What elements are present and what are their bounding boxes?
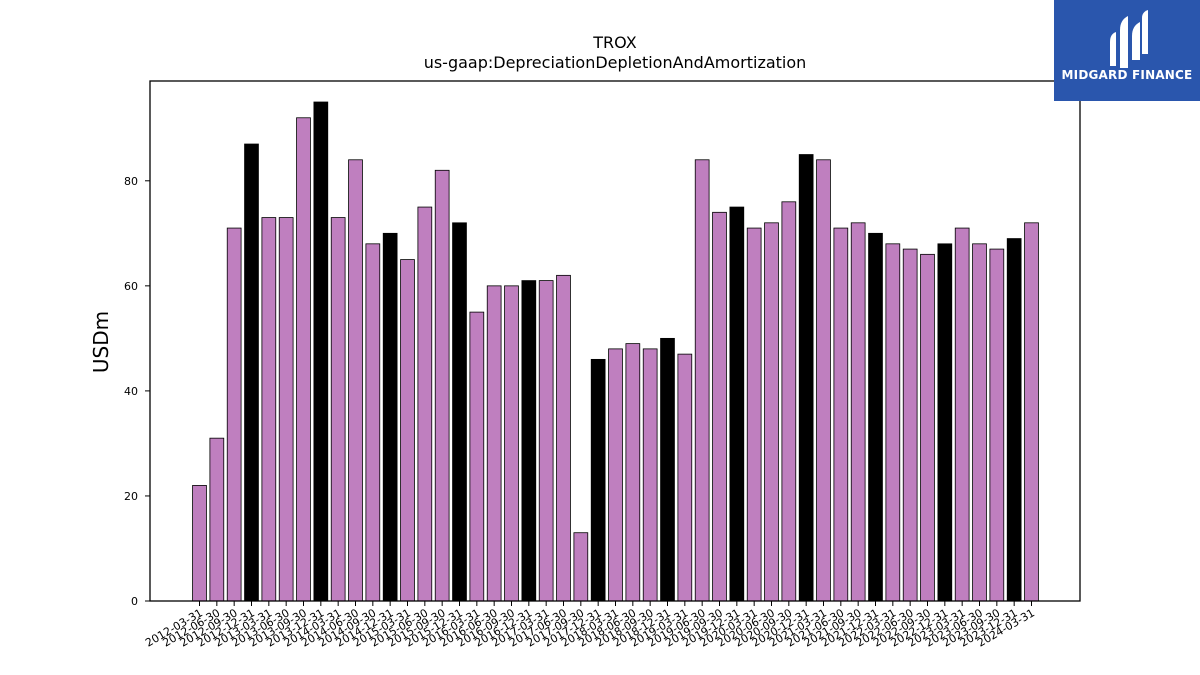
bar (313, 101, 329, 602)
bar (729, 206, 745, 602)
bar (504, 285, 519, 602)
brand-logo-text: MIDGARD FINANCE (1061, 68, 1193, 82)
bar (278, 217, 294, 602)
bar (694, 159, 710, 602)
bar (1006, 238, 1022, 602)
y-axis-label: USDm (89, 311, 113, 373)
bar (192, 485, 207, 602)
bar (937, 243, 953, 602)
bar (660, 337, 675, 602)
chart-subtitle: us-gaap:DepreciationDepletionAndAmortiza… (424, 53, 807, 72)
bar (712, 211, 727, 602)
bar (365, 243, 381, 602)
plot-frame (149, 80, 1081, 602)
bar (1024, 222, 1039, 602)
bar (296, 117, 311, 602)
y-tick-label: 20 (124, 490, 138, 503)
y-tick-label: 0 (131, 595, 138, 608)
bar (573, 532, 589, 602)
bar (521, 280, 537, 602)
bar (469, 311, 485, 602)
bar (885, 243, 901, 602)
bar (764, 222, 779, 602)
chart-title: TROX (592, 33, 636, 52)
bar (261, 217, 277, 602)
bar (746, 227, 762, 602)
bar (920, 253, 935, 602)
bar (798, 154, 814, 602)
bar (538, 280, 554, 602)
bar (556, 274, 571, 602)
bar (833, 227, 849, 602)
bar (850, 222, 866, 602)
brand-logo-icon (1110, 10, 1148, 68)
bar (382, 232, 398, 602)
bar (417, 206, 433, 602)
y-tick-label: 60 (124, 280, 138, 293)
bar (902, 248, 918, 602)
bar (954, 227, 970, 602)
bar (868, 232, 883, 602)
bar (816, 159, 831, 602)
bar (781, 201, 797, 602)
bar (677, 353, 693, 602)
y-tick-label: 40 (124, 385, 138, 398)
bar (972, 243, 987, 602)
bar (642, 348, 658, 602)
bar (209, 437, 225, 602)
bar (348, 159, 363, 602)
y-tick-label: 80 (124, 175, 138, 188)
bar (452, 222, 467, 602)
bar (434, 169, 450, 602)
bar (400, 259, 415, 602)
bar (590, 358, 606, 602)
bar (625, 343, 641, 602)
bar (989, 248, 1005, 602)
bar (330, 217, 346, 602)
bar (226, 227, 242, 602)
bar (244, 143, 259, 602)
bar (486, 285, 502, 602)
brand-logo: MIDGARD FINANCE (1054, 0, 1200, 101)
bar (608, 348, 623, 602)
plot-area: 0204060802012-03-312012-06-302012-09-302… (124, 101, 1039, 650)
